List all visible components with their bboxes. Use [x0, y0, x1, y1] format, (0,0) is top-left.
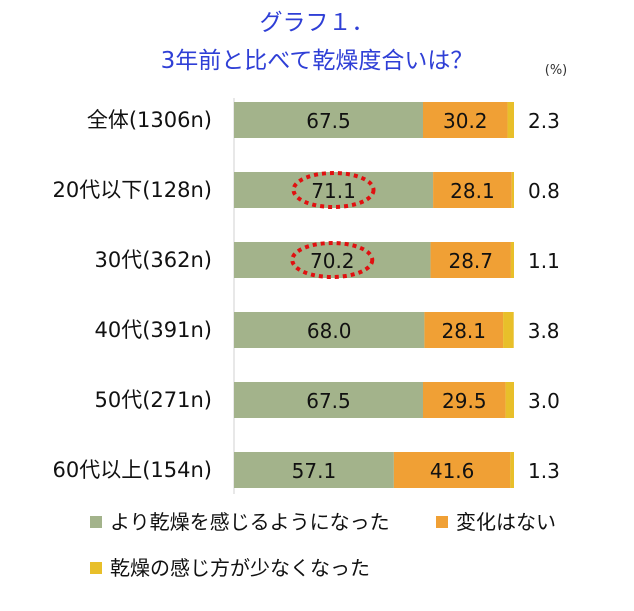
data-label: 67.5: [306, 109, 351, 133]
bar-segment-series-3: [510, 452, 514, 488]
data-label: 1.1: [528, 249, 560, 273]
data-label: 41.6: [430, 459, 475, 483]
bar-segment-series-2: [423, 382, 506, 418]
bar-segment-series-2: [430, 242, 511, 278]
data-label: 3.8: [528, 319, 560, 343]
legend-label: 乾燥の感じ方が少なくなった: [110, 556, 370, 580]
bar-segment-series-3: [503, 312, 514, 348]
bar-segment-series-1: [234, 312, 425, 348]
legend-swatch: [90, 516, 102, 528]
bar-segment-series-3: [507, 102, 514, 138]
data-label: 67.5: [306, 389, 351, 413]
bar-segment-series-2: [423, 102, 508, 138]
data-label: 28.7: [448, 249, 493, 273]
data-label: 0.8: [528, 179, 560, 203]
bar-segment-series-1: [234, 242, 431, 278]
bar-segment-series-3: [505, 382, 514, 418]
data-label: 1.3: [528, 459, 560, 483]
data-label: 3.0: [528, 389, 560, 413]
unit-label: (%): [545, 63, 568, 78]
highlight-circle: [290, 241, 375, 279]
data-label: 30.2: [443, 109, 488, 133]
bar-segment-series-3: [511, 172, 514, 208]
data-label: 57.1: [292, 459, 337, 483]
legend-label: 変化はない: [456, 510, 556, 534]
data-label: 28.1: [441, 319, 486, 343]
chart-subtitle: 3年前と比べて乾燥度合いは？: [161, 48, 474, 74]
bar-segment-series-2: [424, 312, 504, 348]
data-label: 68.0: [307, 319, 352, 343]
category-label: 60代以上(154n): [53, 458, 213, 482]
legend-swatch: [90, 562, 102, 574]
bar-segment-series-1: [234, 382, 423, 418]
highlight-circle: [291, 171, 376, 209]
bar-segment-series-1: [234, 452, 394, 488]
category-label: 50代(271n): [95, 388, 213, 412]
bar-segment-series-2: [433, 172, 512, 208]
data-label: 71.1: [311, 179, 356, 203]
data-label: 70.2: [310, 249, 355, 273]
category-label: 全体(1306n): [87, 108, 212, 132]
data-label: 28.1: [450, 179, 495, 203]
bar-segment-series-2: [393, 452, 511, 488]
bar-segment-series-1: [234, 102, 423, 138]
data-label: 29.5: [442, 389, 487, 413]
category-label: 20代以下(128n): [53, 178, 213, 202]
bar-segment-series-1: [234, 172, 434, 208]
data-label: 2.3: [528, 109, 560, 133]
chart-title: グラフ１．: [260, 10, 375, 36]
legend-label: より乾燥を感じるようになった: [110, 510, 390, 534]
bar-segment-series-3: [510, 242, 514, 278]
category-label: 30代(362n): [95, 248, 213, 272]
legend-swatch: [436, 516, 448, 528]
category-label: 40代(391n): [95, 318, 213, 342]
